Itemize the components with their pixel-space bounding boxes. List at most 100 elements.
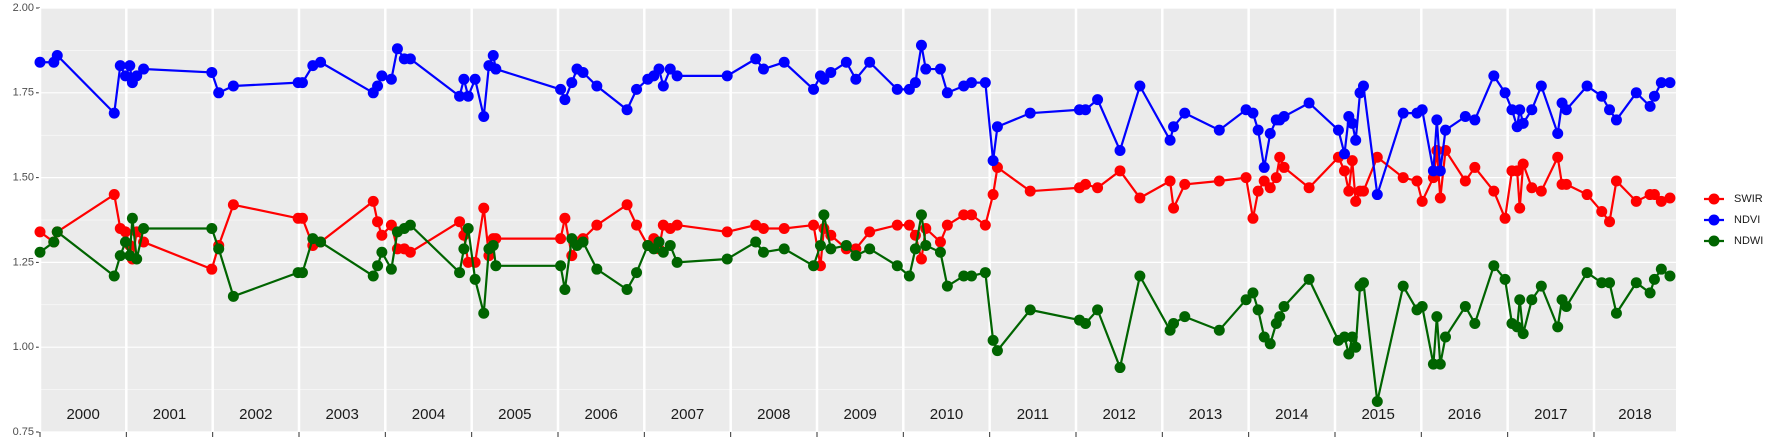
- data-point: [490, 63, 502, 75]
- data-point: [808, 83, 820, 95]
- data-point: [1664, 270, 1676, 282]
- data-point: [1459, 300, 1471, 312]
- data-point: [657, 246, 669, 258]
- data-point: [991, 345, 1003, 357]
- x-tick-label: 2014: [1275, 406, 1308, 423]
- data-point: [1134, 270, 1146, 282]
- data-point: [840, 239, 852, 251]
- y-tick-label: 1.00: [13, 341, 34, 353]
- data-point: [850, 250, 862, 262]
- data-point: [1488, 185, 1500, 197]
- data-point: [1278, 161, 1290, 173]
- data-point: [818, 209, 830, 221]
- data-point: [376, 70, 388, 82]
- data-point: [1332, 124, 1344, 136]
- x-tick-label: 2010: [930, 406, 963, 423]
- data-point: [34, 226, 46, 238]
- data-point: [124, 60, 136, 72]
- data-point: [1469, 161, 1481, 173]
- data-point: [1630, 195, 1642, 207]
- data-point: [454, 216, 466, 228]
- data-point: [778, 56, 790, 68]
- data-point: [1526, 182, 1538, 194]
- data-point: [1434, 165, 1446, 177]
- data-point: [891, 260, 903, 272]
- data-point: [1506, 104, 1518, 116]
- data-point: [213, 243, 225, 255]
- data-point: [1604, 277, 1616, 289]
- data-point: [1459, 175, 1471, 187]
- data-point: [1303, 273, 1315, 285]
- data-point: [131, 253, 143, 265]
- data-point: [1252, 304, 1264, 316]
- data-point: [462, 90, 474, 102]
- data-point: [376, 246, 388, 258]
- data-point: [1371, 151, 1383, 163]
- data-point: [1648, 90, 1660, 102]
- data-point: [559, 94, 571, 106]
- data-point: [454, 267, 466, 279]
- y-tick-label: 1.25: [13, 256, 34, 268]
- data-point: [808, 260, 820, 272]
- data-point: [850, 73, 862, 85]
- data-point: [114, 60, 126, 72]
- data-point: [1552, 151, 1564, 163]
- data-point: [555, 83, 567, 95]
- data-point: [1303, 97, 1315, 109]
- x-tick-label: 2011: [1017, 406, 1049, 423]
- data-point: [1535, 80, 1547, 92]
- data-point: [555, 233, 567, 245]
- data-point: [1560, 178, 1572, 190]
- data-point: [721, 226, 733, 238]
- data-point: [1664, 192, 1676, 204]
- data-point: [979, 267, 991, 279]
- data-point: [1264, 338, 1276, 350]
- data-point: [1092, 94, 1104, 106]
- data-point: [1247, 107, 1259, 119]
- data-point: [1024, 304, 1036, 316]
- data-point: [227, 290, 239, 302]
- data-point: [1270, 172, 1282, 184]
- data-point: [750, 236, 762, 248]
- data-point: [757, 222, 769, 234]
- data-point: [454, 90, 466, 102]
- data-point: [966, 270, 978, 282]
- data-point: [1247, 287, 1259, 299]
- data-point: [1596, 277, 1608, 289]
- data-point: [296, 77, 308, 89]
- data-point: [909, 77, 921, 89]
- data-point: [1439, 124, 1451, 136]
- data-point: [1648, 273, 1660, 285]
- data-point: [1274, 151, 1286, 163]
- data-point: [778, 243, 790, 255]
- data-point: [1397, 107, 1409, 119]
- legend-label: NDWI: [1734, 235, 1763, 247]
- data-point: [664, 63, 676, 75]
- data-point: [51, 226, 63, 238]
- data-point: [315, 236, 327, 248]
- data-point: [1469, 114, 1481, 126]
- data-point: [664, 239, 676, 251]
- data-point: [1213, 124, 1225, 136]
- data-point: [1357, 277, 1369, 289]
- series: [34, 209, 1676, 407]
- data-point: [915, 39, 927, 51]
- data-point: [864, 226, 876, 238]
- data-point: [1168, 202, 1180, 214]
- data-point: [1179, 107, 1191, 119]
- data-point: [1024, 185, 1036, 197]
- data-point: [1655, 195, 1667, 207]
- data-point: [991, 121, 1003, 133]
- data-point: [671, 70, 683, 82]
- x-tick-label: 2002: [239, 406, 272, 423]
- data-point: [1247, 212, 1259, 224]
- data-point: [1240, 294, 1252, 306]
- data-point: [920, 63, 932, 75]
- y-tick-label: 2.00: [13, 2, 34, 14]
- data-point: [987, 155, 999, 167]
- data-point: [1240, 172, 1252, 184]
- data-point: [920, 239, 932, 251]
- data-point: [909, 243, 921, 255]
- data-point: [1346, 117, 1358, 129]
- data-point: [934, 236, 946, 248]
